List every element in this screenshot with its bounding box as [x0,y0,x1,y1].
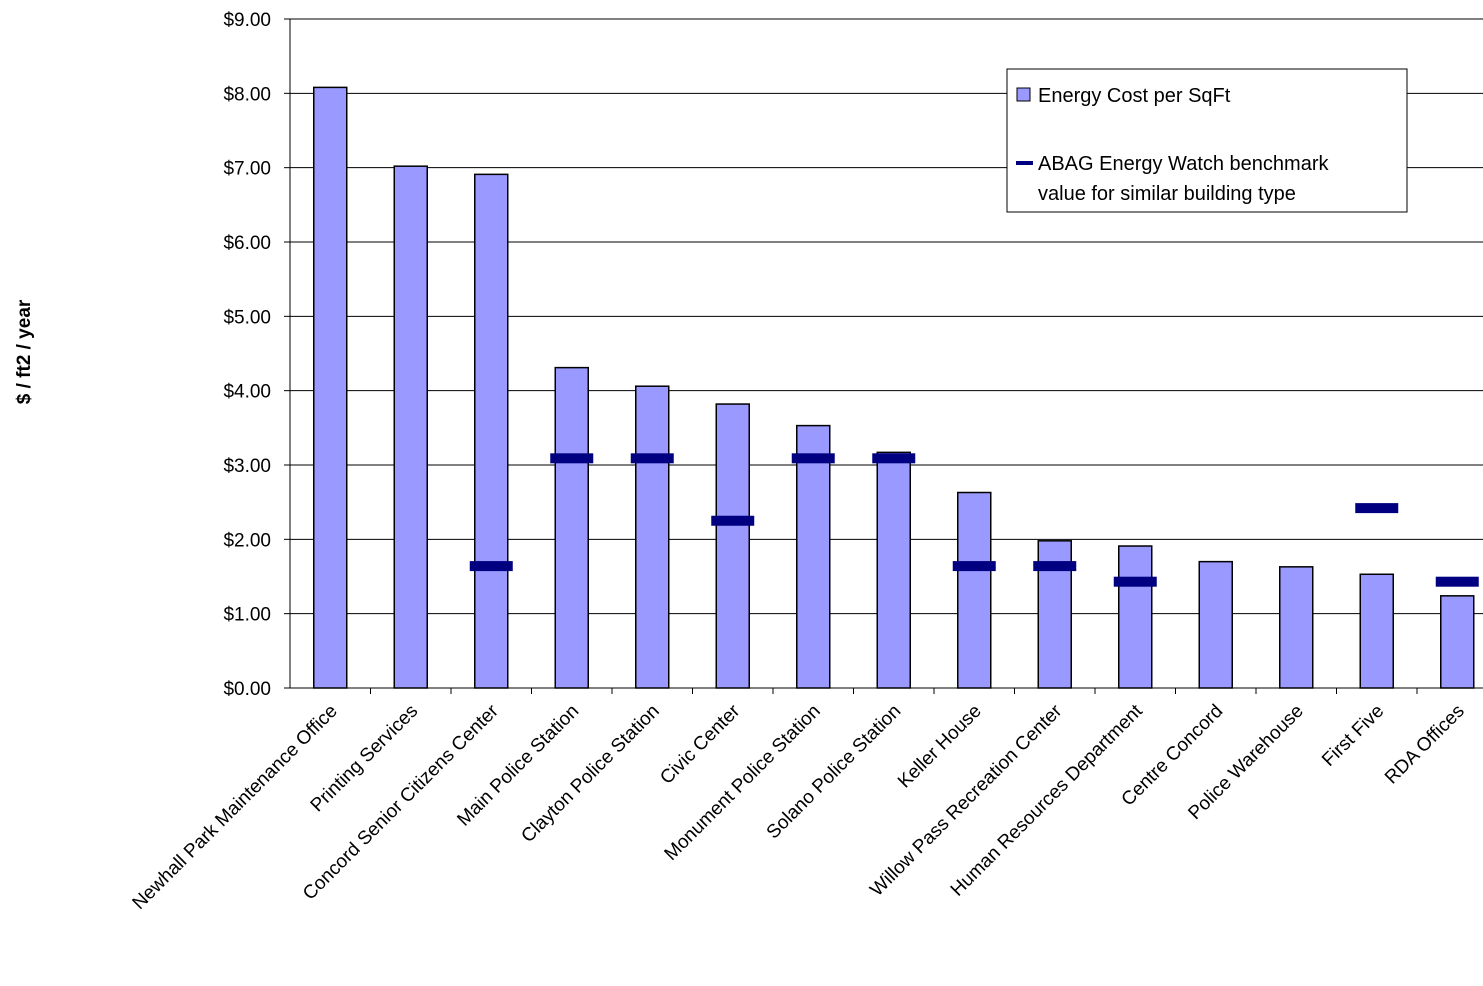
x-category-label: RDA Offices [1381,701,1469,789]
legend-box [1006,68,1408,213]
benchmark-markers [469,453,1479,587]
y-tick-label: $8.00 [223,84,271,105]
x-category-labels: Newhall Park Maintenance OfficePrinting … [129,700,1469,914]
bar [1198,560,1233,689]
y-tick-labels: $0.00 $1.00 $2.00 $3.00 $4.00 $5.00 $6.00 $7.00… [223,10,271,700]
x-category-label: First Five [1318,701,1388,771]
benchmark-marker [469,561,513,572]
x-category-label: Monument Police Station [661,701,825,865]
legend-marker-swatch [1016,161,1033,165]
x-category-label: Clayton Police Station [517,701,663,847]
bar [957,491,992,689]
legend-marker-label-line2: value for similar building type [1038,183,1296,205]
y-tick-label: $1.00 [223,605,271,626]
bar [1118,545,1153,689]
y-tick-label: $0.00 [223,679,271,700]
benchmark-marker [791,453,835,464]
bar [393,165,428,689]
y-tick-label: $7.00 [223,159,271,180]
y-tick-label: $9.00 [223,10,271,31]
legend-marker-label-line1: ABAG Energy Watch benchmark [1038,153,1329,175]
bar [876,451,911,689]
bars [313,86,1475,689]
y-tick-label: $4.00 [223,382,271,403]
y-tick-label: $3.00 [223,456,271,477]
y-axis-title: $ / ft2 / year [14,299,35,404]
benchmark-marker [1033,561,1077,572]
x-category-label: Keller House [894,701,986,793]
x-category-label: Solano Police Station [763,701,906,844]
benchmark-marker [630,453,674,464]
benchmark-marker [1435,576,1479,587]
bar [554,366,589,689]
bar [1359,573,1394,689]
benchmark-marker [711,515,755,526]
benchmark-marker [952,561,996,572]
bar [474,173,509,689]
benchmark-marker [1113,576,1157,587]
legend-bar-swatch [1016,87,1031,102]
bar [635,385,670,689]
bar [796,424,831,689]
legend: Energy Cost per SqFt ABAG Energy Watch b… [1006,68,1408,213]
bar [1279,566,1314,689]
bar [1440,595,1475,689]
bar [313,86,348,689]
x-category-label: Civic Center [656,700,744,788]
benchmark-marker [1355,503,1399,514]
benchmark-marker [550,453,594,464]
y-tick-label: $2.00 [223,530,271,551]
axes [284,18,1483,694]
y-tick-label: $5.00 [223,307,271,328]
bar [715,403,750,689]
legend-bar-label: Energy Cost per SqFt [1038,85,1231,107]
y-tick-label: $6.00 [223,233,271,254]
benchmark-marker [872,453,916,464]
